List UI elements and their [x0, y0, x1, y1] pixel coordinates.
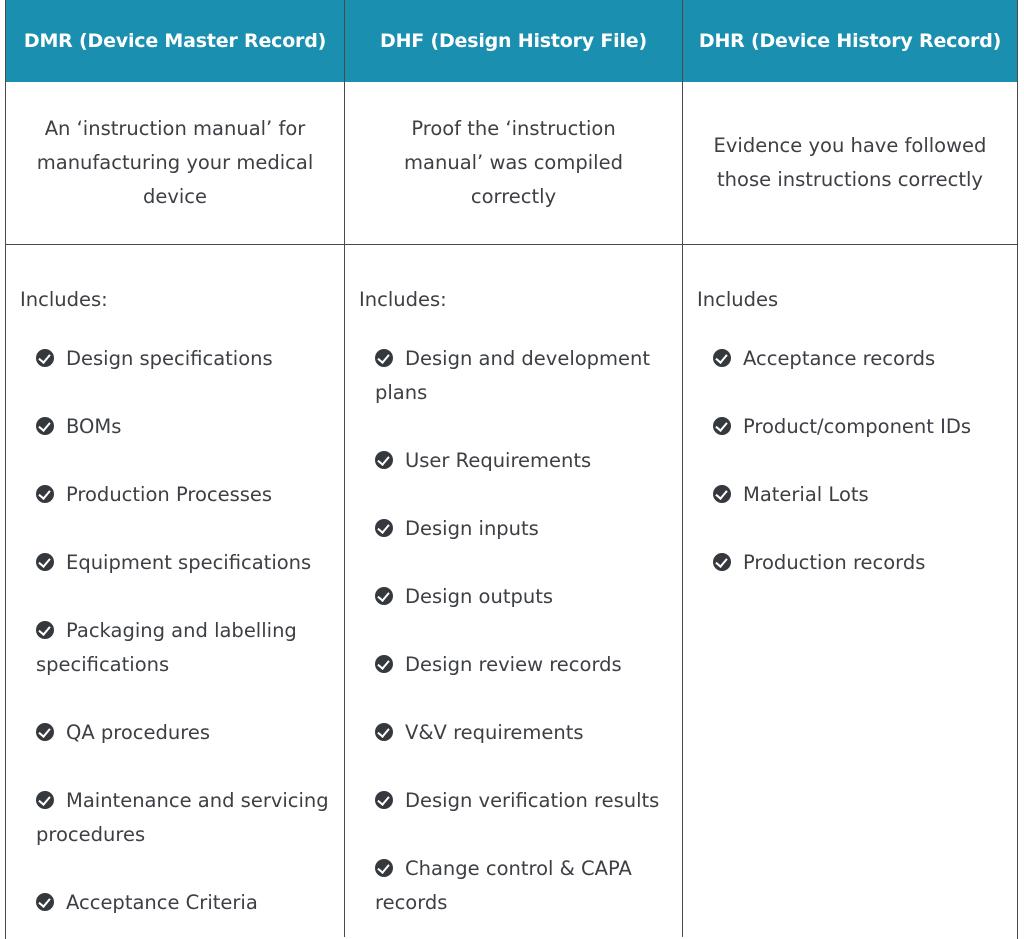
list-dhf: Design and development plans User Require…: [359, 342, 668, 920]
check-circle-icon: [36, 621, 54, 639]
list-item: Equipment specifications: [36, 546, 330, 580]
list-item-label: Design inputs: [405, 517, 539, 540]
list-item: Design and development plans: [375, 342, 668, 410]
list-item: V&V requirements: [375, 716, 668, 750]
list-item-label: Packaging and labelling specifications: [36, 619, 297, 676]
list-item-label: BOMs: [66, 415, 122, 438]
check-circle-icon: [375, 519, 393, 537]
list-item-label: Maintenance and servicing procedures: [36, 789, 329, 846]
check-circle-icon: [713, 485, 731, 503]
list-item-label: Production Processes: [66, 483, 273, 506]
check-circle-icon: [375, 655, 393, 673]
check-circle-icon: [713, 553, 731, 571]
check-circle-icon: [36, 485, 54, 503]
list-item-label: Production records: [743, 551, 926, 574]
list-item: BOMs: [36, 410, 330, 444]
list-item: Design verification results: [375, 784, 668, 818]
list-item-label: Design specifications: [66, 347, 273, 370]
list-dhr: Acceptance records Product/component IDs M…: [697, 342, 1003, 580]
check-circle-icon: [375, 451, 393, 469]
includes-label-dhr: Includes: [697, 288, 779, 311]
check-circle-icon: [713, 417, 731, 435]
list-item-label: Material Lots: [743, 483, 869, 506]
list-item: Acceptance records: [713, 342, 1003, 376]
check-circle-icon: [375, 587, 393, 605]
check-circle-icon: [375, 349, 393, 367]
includes-label-dhf: Includes:: [359, 288, 447, 311]
list-item-label: QA procedures: [66, 721, 210, 744]
list-item: Maintenance and servicing procedures: [36, 784, 330, 852]
check-circle-icon: [36, 893, 54, 911]
list-item-label: Design outputs: [405, 585, 554, 608]
check-circle-icon: [36, 723, 54, 741]
list-item: QA procedures: [36, 716, 330, 750]
check-circle-icon: [375, 791, 393, 809]
check-circle-icon: [375, 859, 393, 877]
list-item-label: Equipment specifications: [66, 551, 312, 574]
list-item-label: Design verification results: [405, 789, 660, 812]
list-item-label: Design and development plans: [375, 347, 651, 404]
list-item: Design specifications: [36, 342, 330, 376]
check-circle-icon: [36, 791, 54, 809]
list-item: Acceptance Criteria: [36, 886, 330, 920]
description-dhr: Evidence you have followed those instruc…: [682, 82, 1017, 244]
list-dmr: Design specifications BOMs Production Proc…: [20, 342, 330, 920]
list-item: Material Lots: [713, 478, 1003, 512]
description-dmr: An ‘instruction manual’ for manufacturin…: [36, 117, 314, 208]
list-item: Packaging and labelling specifications: [36, 614, 330, 682]
list-item: User Requirements: [375, 444, 668, 478]
list-item: Design outputs: [375, 580, 668, 614]
check-circle-icon: [36, 349, 54, 367]
list-item: Design inputs: [375, 512, 668, 546]
list-item: Production records: [713, 546, 1003, 580]
list-item: Product/component IDs: [713, 410, 1003, 444]
includes-label-dmr: Includes:: [20, 288, 108, 311]
list-item-label: Acceptance Criteria: [66, 891, 258, 914]
list-item-label: User Requirements: [405, 449, 592, 472]
header-row: DMR (Device Master Record) DHF (Design H…: [6, 0, 1017, 82]
header-dhf: DHF (Design History File): [344, 0, 682, 82]
list-item-label: Design review records: [405, 653, 622, 676]
list-item: Design review records: [375, 648, 668, 682]
check-circle-icon: [36, 553, 54, 571]
includes-cell-dmr: Includes: Design specifications BOMs Produ…: [6, 245, 344, 937]
includes-cell-dhr: Includes Acceptance records Product/compo…: [682, 245, 1017, 937]
includes-cell-dhf: Includes: Design and development plans Us…: [344, 245, 682, 937]
list-item: Change control & CAPA records: [375, 852, 668, 920]
list-item-label: Product/component IDs: [743, 415, 972, 438]
comparison-table: DMR (Device Master Record) DHF (Design H…: [5, 0, 1018, 939]
check-circle-icon: [713, 349, 731, 367]
header-dmr: DMR (Device Master Record): [23, 30, 327, 52]
description-dhf: Proof the ‘instruction manual’ was compi…: [344, 82, 682, 244]
list-item-label: Acceptance records: [743, 347, 936, 370]
list-item-label: Change control & CAPA records: [375, 857, 632, 914]
header-dhr: DHR (Device History Record): [682, 0, 1017, 82]
check-circle-icon: [375, 723, 393, 741]
check-circle-icon: [36, 417, 54, 435]
list-item: Production Processes: [36, 478, 330, 512]
list-item-label: V&V requirements: [405, 721, 584, 744]
includes-row: Includes: Design specifications BOMs Produ…: [6, 245, 1017, 937]
description-row: An ‘instruction manual’ for manufacturin…: [6, 82, 1017, 245]
